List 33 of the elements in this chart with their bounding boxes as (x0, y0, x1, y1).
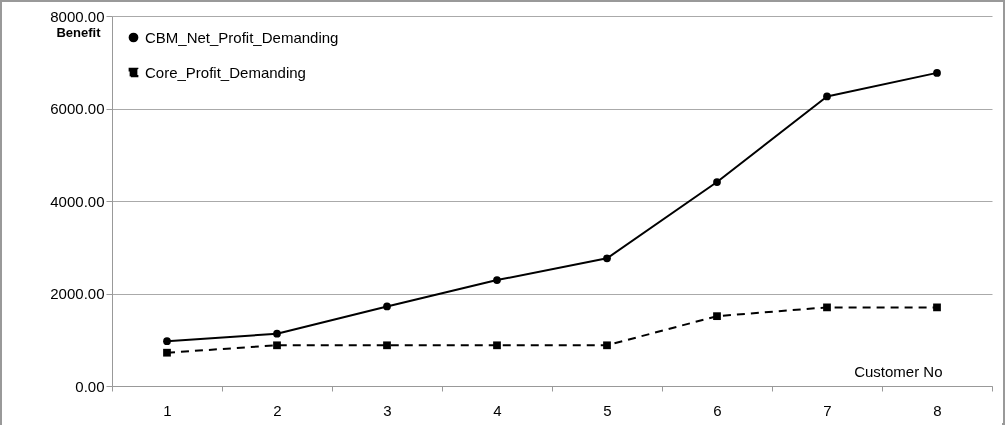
point (493, 276, 501, 284)
y-tick-label: 4000.00 (50, 192, 105, 210)
x-tick-label: 1 (163, 401, 172, 419)
point (933, 303, 941, 312)
point (933, 69, 941, 77)
y-tick-label: 0.00 (75, 377, 105, 395)
y-tick-label: 6000.00 (50, 100, 105, 117)
x-tick-label: 2 (273, 401, 282, 419)
x-tick-label: 4 (493, 401, 502, 419)
legend-label: Core_Profit_Demanding (145, 63, 306, 81)
point (493, 341, 501, 350)
point (823, 92, 831, 101)
point (273, 341, 281, 350)
x-tick-label: 5 (603, 401, 612, 419)
y-axis-title: Benefit (56, 24, 102, 40)
point (383, 302, 391, 311)
x-tick-label: 7 (823, 401, 832, 419)
legend-label: CBM_Net_Profit_Demanding (145, 28, 339, 46)
x-tick-label: 8 (933, 401, 942, 419)
point (273, 329, 281, 338)
point (163, 337, 171, 345)
y-tick-label: 8000.00 (50, 7, 105, 25)
point (713, 312, 721, 321)
y-tick-label: 2000.00 (50, 285, 105, 302)
x-tick-label: 3 (383, 401, 392, 419)
point (823, 303, 831, 312)
point (603, 341, 611, 350)
point (713, 178, 721, 186)
x-axis-title: Customer No (854, 362, 943, 380)
point (603, 254, 611, 263)
point (163, 348, 171, 357)
x-tick-label: 6 (713, 401, 722, 419)
point (383, 341, 391, 350)
